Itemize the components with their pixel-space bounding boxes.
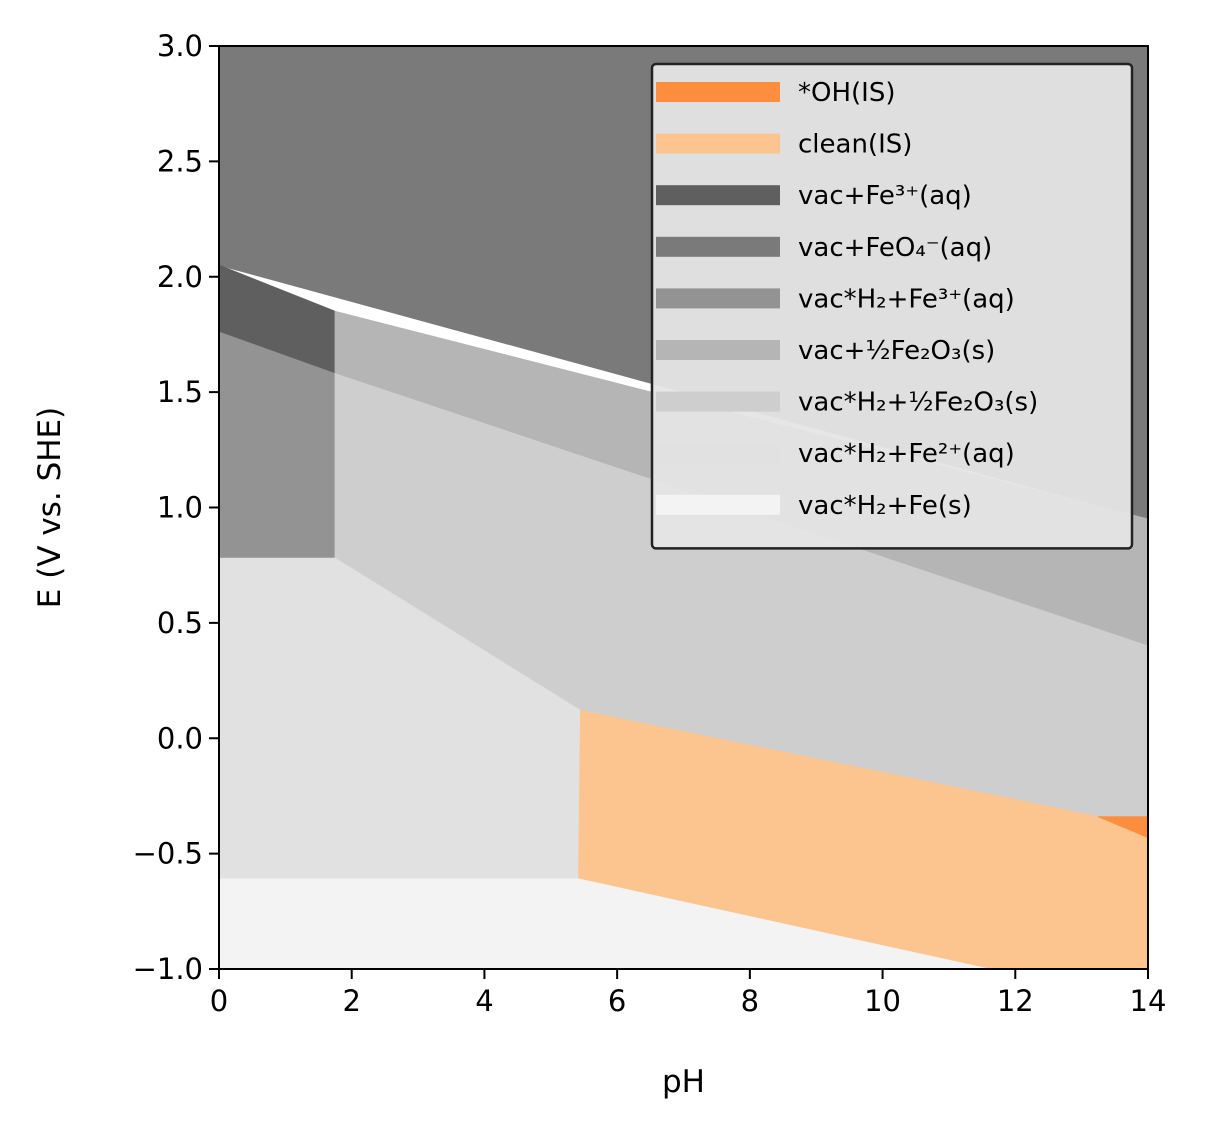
legend-swatch: [656, 185, 780, 206]
y-tick-label: 0.5: [157, 606, 203, 640]
y-tick-label: −1.0: [133, 952, 203, 986]
y-tick-label: 2.0: [157, 260, 203, 294]
y-tick-label: 1.5: [157, 375, 203, 409]
y-tick-label: 2.5: [157, 144, 203, 178]
legend-label: vac+½Fe₂O₃(s): [798, 336, 995, 366]
legend-swatch: [656, 133, 780, 154]
legend-swatch: [656, 391, 780, 412]
region-vac-h-fe-s: [219, 878, 989, 969]
x-tick-label: 0: [210, 984, 228, 1018]
legend-swatch: [656, 340, 780, 360]
legend-label: vac*H₂+Fe²⁺(aq): [798, 439, 1015, 469]
legend-swatch: [656, 494, 780, 515]
region-oh-is: [1098, 816, 1148, 839]
y-tick-label: 3.0: [157, 29, 203, 63]
legend-label: clean(IS): [798, 130, 912, 160]
x-tick-label: 4: [475, 984, 493, 1018]
legend-label: vac+FeO₄⁻(aq): [798, 233, 992, 263]
legend-swatch: [656, 236, 780, 257]
x-tick-label: 14: [1130, 984, 1167, 1018]
legend-swatch: [656, 288, 780, 309]
x-tick-label: 6: [608, 984, 626, 1018]
y-axis-label: E (V vs. SHE): [32, 407, 68, 608]
x-tick-label: 10: [864, 984, 901, 1018]
legend-box: [650, 62, 1134, 550]
legend: *OH(IS) clean(IS) vac+Fe³⁺(aq) vac+FeO₄⁻(aq…: [650, 62, 1134, 550]
x-tick-label: 2: [342, 984, 360, 1018]
legend-label: vac+Fe³⁺(aq): [798, 181, 972, 211]
x-axis-label: pH: [662, 1064, 705, 1100]
x-axis: 0 2 4 6 8 10 12 14: [210, 969, 1167, 1018]
legend-swatch: [656, 443, 780, 464]
y-tick-label: 1.0: [157, 491, 203, 525]
y-tick-label: 0.0: [157, 721, 203, 755]
legend-label: vac*H₂+½Fe₂O₃(s): [798, 388, 1038, 418]
legend-label: vac*H₂+Fe³⁺(aq): [798, 284, 1015, 314]
y-tick-label: −0.5: [133, 837, 203, 871]
legend-label: *OH(IS): [798, 78, 895, 108]
x-tick-label: 12: [997, 984, 1034, 1018]
legend-label: vac*H₂+Fe(s): [798, 491, 972, 521]
x-tick-label: 8: [741, 984, 759, 1018]
y-axis: −1.0 −0.5 0.0 0.5 1.0 1.5 2.0 2.5 3.0: [133, 29, 219, 986]
legend-swatch: [656, 82, 780, 102]
